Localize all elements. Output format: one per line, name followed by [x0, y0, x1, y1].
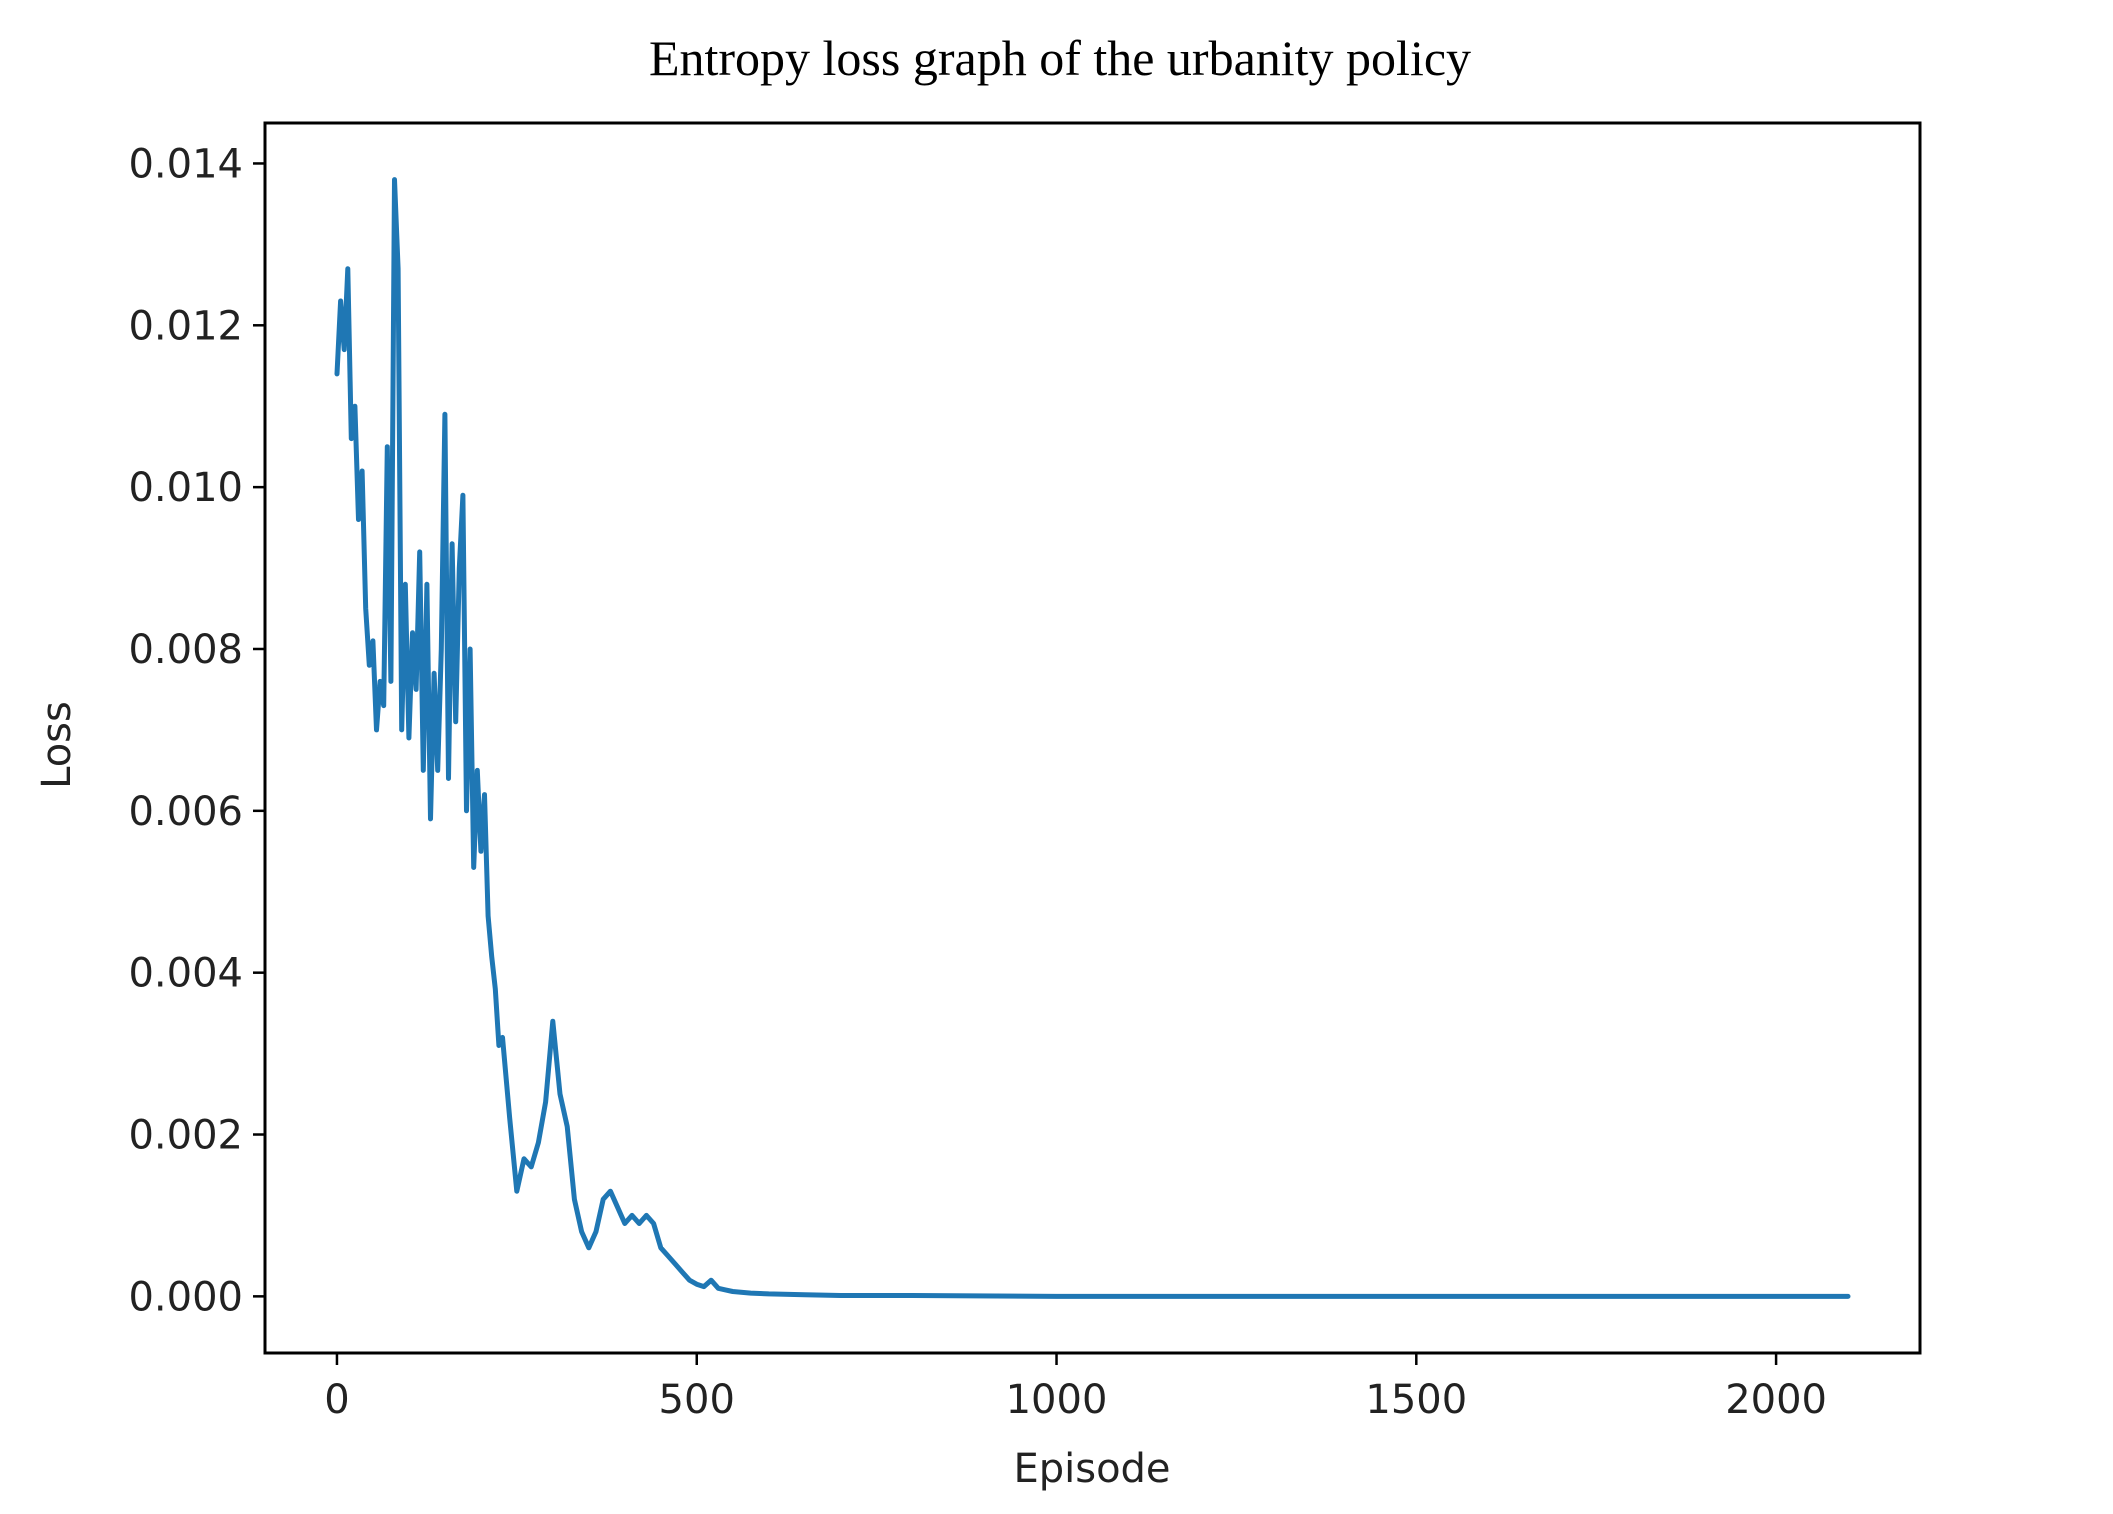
x-tick-label: 0: [324, 1377, 349, 1423]
x-tick-label: 1500: [1365, 1377, 1467, 1423]
x-axis: 0 500 1000 1500 2000: [324, 1353, 1827, 1423]
plot-frame: [263, 121, 1922, 1355]
y-tick-label: 0.012: [128, 303, 243, 349]
y-tick-label: 0.008: [128, 627, 243, 673]
y-tick-label: 0.014: [128, 141, 243, 187]
y-axis-label: Loss: [34, 701, 80, 789]
y-tick-label: 0.006: [128, 789, 243, 835]
y-tick-label: 0.000: [128, 1274, 243, 1320]
chart-title: Entropy loss graph of the urbanity polic…: [649, 30, 1471, 86]
x-tick-label: 2000: [1725, 1377, 1827, 1423]
y-tick-label: 0.010: [128, 465, 243, 511]
series-line: [334, 177, 1851, 1299]
x-tick-label: 1000: [1006, 1377, 1108, 1423]
y-axis: 0.000 0.002 0.004 0.006 0.008 0.010 0.012 0.014: [128, 141, 265, 1320]
x-tick-label: 500: [659, 1377, 735, 1423]
x-axis-label: Episode: [1013, 1446, 1170, 1492]
y-tick-label: 0.004: [128, 951, 243, 997]
y-tick-label: 0.002: [128, 1113, 243, 1159]
